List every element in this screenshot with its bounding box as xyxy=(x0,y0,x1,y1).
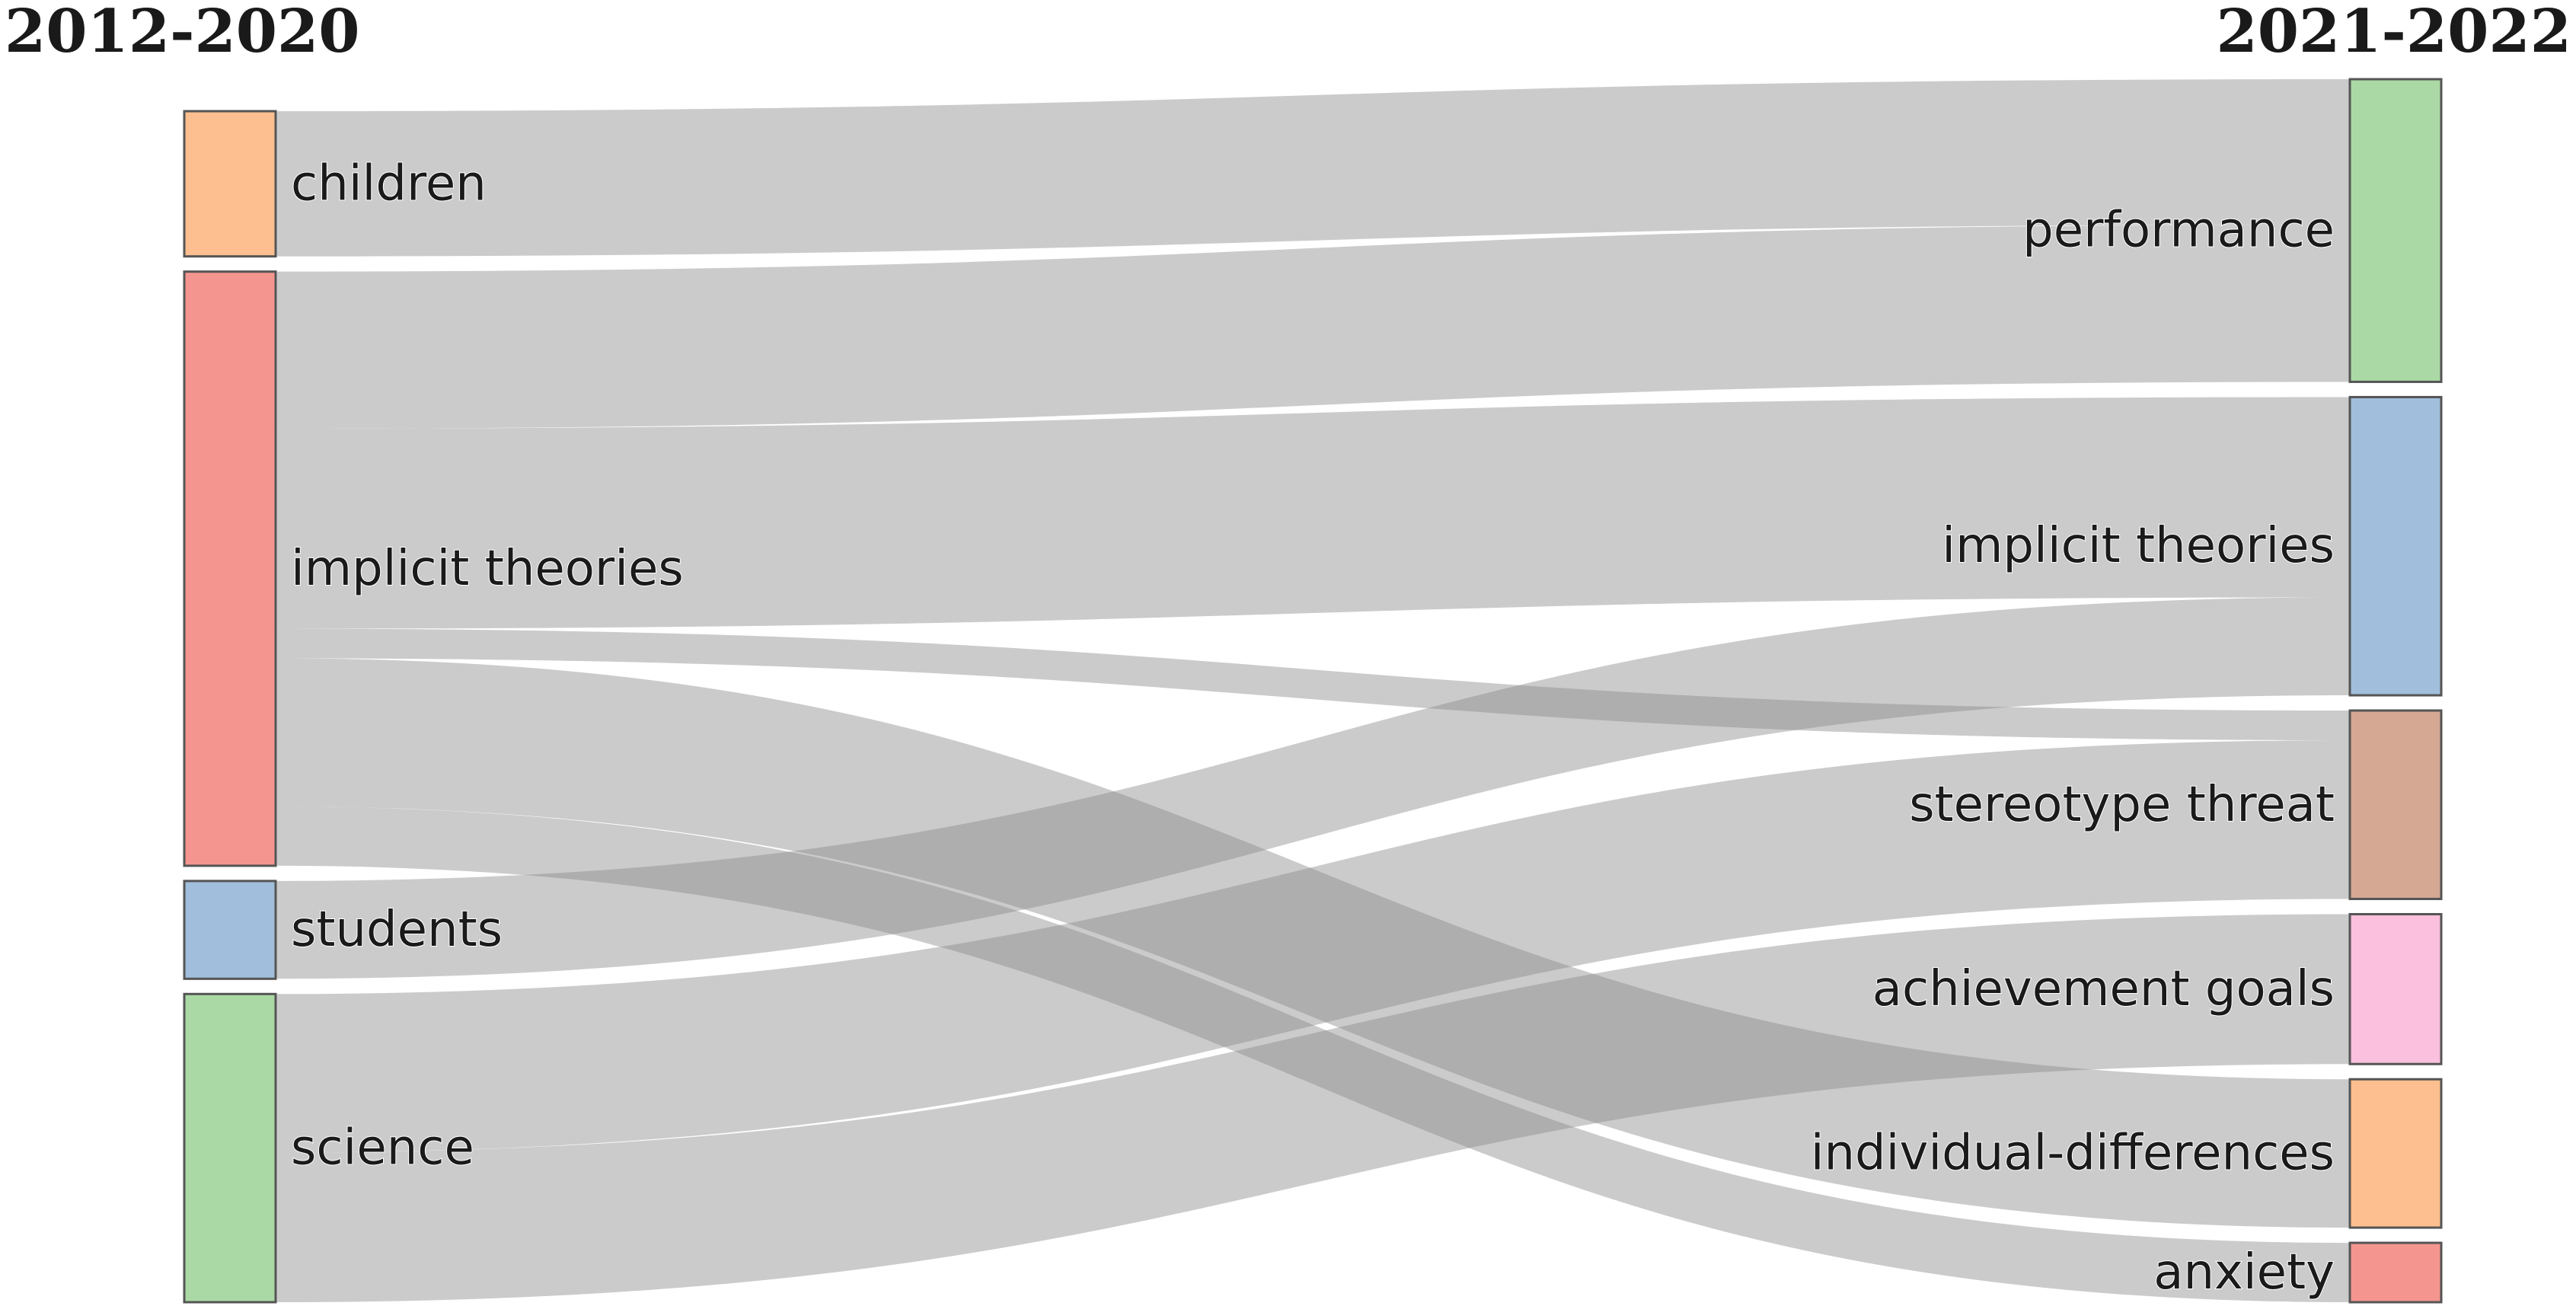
link-implicit-to-individual xyxy=(276,658,2350,1228)
right-node-label: individual-differences xyxy=(1811,1126,2335,1182)
right-node-individual-differences xyxy=(2348,1078,2443,1229)
link-implicit-to-anxiety xyxy=(276,806,2350,1302)
link-children-to-performance xyxy=(276,79,2350,257)
node-labels: children implicit theories students science… xyxy=(290,155,2335,1301)
right-node-label: stereotype threat xyxy=(1909,777,2335,833)
link-science-to-achievement xyxy=(276,914,2350,1302)
left-node-label: implicit theories xyxy=(291,541,684,597)
right-node-stereotype-threat xyxy=(2348,709,2443,900)
link-implicit-to-performance xyxy=(276,224,2350,429)
left-period-title: 2012-2020 xyxy=(5,0,360,66)
left-node-students xyxy=(183,880,277,980)
right-node-label: implicit theories xyxy=(1942,518,2335,574)
link-implicit-to-implicit xyxy=(276,397,2350,629)
right-period-title: 2021-2022 xyxy=(2216,0,2571,66)
right-node-label: performance xyxy=(2022,203,2335,259)
right-node-performance xyxy=(2348,78,2443,383)
link-implicit-to-stereotype xyxy=(276,628,2350,741)
right-node-label: anxiety xyxy=(2153,1244,2335,1301)
right-node-achievement-goals xyxy=(2348,912,2443,1065)
link-science-to-stereotype xyxy=(276,740,2350,1153)
left-node-science xyxy=(183,992,277,1304)
link-students-to-implicit xyxy=(276,597,2350,979)
left-node-children xyxy=(183,110,277,258)
flow-nodes xyxy=(183,78,2443,1304)
right-node-anxiety xyxy=(2348,1241,2443,1304)
left-node-label: science xyxy=(291,1120,474,1177)
left-node-label: students xyxy=(291,902,503,958)
flow-links xyxy=(276,79,2350,1302)
right-node-implicit-theories xyxy=(2348,395,2443,697)
left-node-implicit-theories xyxy=(183,270,277,867)
right-node-label: achievement goals xyxy=(1872,961,2335,1017)
left-node-label: children xyxy=(291,155,487,212)
